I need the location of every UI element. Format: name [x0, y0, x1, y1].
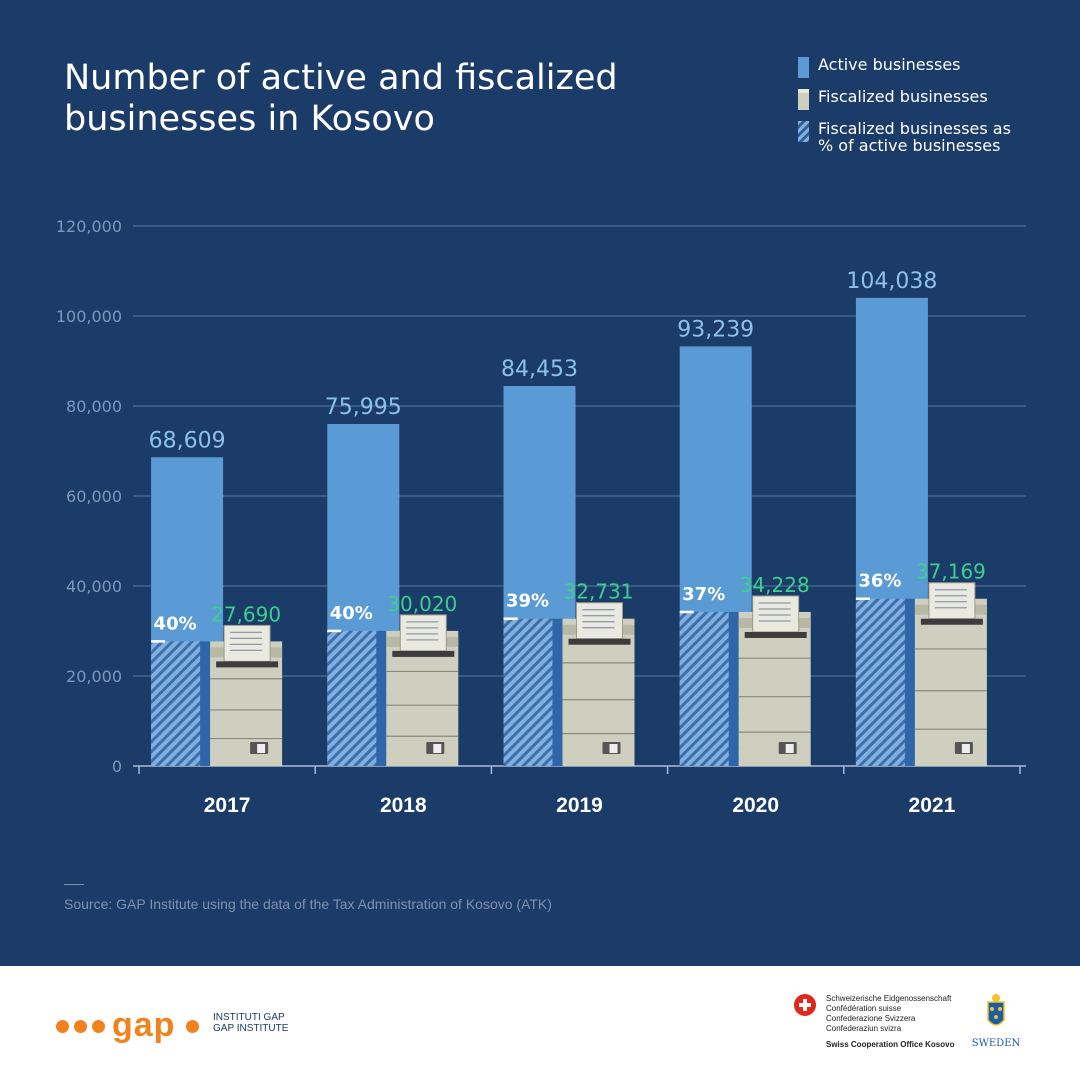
y-tick-label: 0	[112, 757, 122, 776]
active-value-label: 104,038	[846, 269, 937, 294]
printer-slot	[216, 661, 279, 668]
x-category-label: 2020	[732, 794, 779, 817]
receipt-printer-icon	[399, 614, 447, 652]
fiscalized-value-label: 37,169	[916, 560, 986, 584]
logo-dot-icon	[56, 1020, 69, 1033]
percent-label: 37%	[682, 584, 725, 605]
y-tick-label: 120,000	[56, 217, 122, 236]
active-value-label: 75,995	[325, 395, 402, 420]
legend-item-percent: Fiscalized businesses as % of active bus…	[798, 120, 1068, 154]
register-side	[728, 611, 739, 766]
swiss-flag-icon	[794, 994, 816, 1016]
printer-slot	[568, 638, 631, 645]
legend-label: Fiscalized businesses	[818, 87, 988, 106]
gap-sub-line: GAP INSTITUTE	[213, 1023, 289, 1034]
gap-institute-name: INSTITUTI GAP GAP INSTITUTE	[213, 1012, 288, 1034]
printer-slot	[920, 618, 983, 625]
fiscalized-value-label: 30,020	[387, 592, 457, 616]
printer-slot	[392, 650, 455, 657]
percent-label: 39%	[506, 591, 549, 612]
receipt-printer-icon	[576, 602, 623, 640]
logo-dot-icon	[186, 1020, 199, 1033]
footer: gap INSTITUTI GAP GAP INSTITUTE Schweize…	[0, 966, 1080, 1080]
register-handle-card	[785, 744, 794, 753]
fiscalized-value-label: 32,731	[564, 580, 634, 604]
register-side	[552, 618, 563, 766]
sweden-crest-icon	[987, 994, 1005, 1026]
blue-bar-swatch-icon	[798, 57, 809, 78]
receipt-printer-icon	[928, 582, 976, 620]
cash-register-body	[914, 598, 987, 766]
chart-panel: Number of active and fiscalized business…	[0, 0, 1080, 966]
hatched-swatch-icon	[798, 121, 809, 142]
receipt-printer-icon	[223, 624, 271, 662]
x-category-label: 2019	[556, 794, 603, 817]
active-value-label: 68,609	[149, 428, 226, 453]
gap-sub-line: INSTITUTI GAP	[213, 1012, 285, 1023]
register-side	[376, 630, 387, 766]
source-divider	[64, 884, 84, 885]
legend: Active businesses Fiscalized businesses …	[798, 56, 1068, 169]
register-handle-card	[433, 744, 442, 753]
sweden-label: SWEDEN	[971, 1038, 1021, 1049]
fiscalized-value-label: 34,228	[740, 573, 810, 597]
y-tick-label: 100,000	[56, 307, 122, 326]
y-tick-label: 20,000	[66, 667, 122, 686]
active-value-label: 93,239	[677, 317, 754, 342]
register-handle-card	[961, 744, 970, 753]
active-value-label: 84,453	[501, 357, 578, 382]
legend-item-fiscalized: Fiscalized businesses	[798, 87, 1068, 110]
bar-chart: 020,00040,00060,00080,000100,000120,000 …	[56, 217, 1026, 817]
swiss-office-label: Swiss Cooperation Office Kosovo	[826, 1040, 955, 1049]
register-handle-card	[257, 744, 266, 753]
legend-label: Active businesses	[818, 55, 961, 74]
y-tick-label: 60,000	[66, 487, 122, 506]
chart-title: Number of active and fiscalized business…	[64, 58, 618, 139]
logo-dot-icon	[92, 1020, 105, 1033]
register-handle-card	[609, 744, 618, 753]
source-note: Source: GAP Institute using the data of …	[64, 896, 552, 912]
sweden-logo: SWEDEN	[968, 992, 1024, 1052]
gap-logo-word: gap	[112, 1006, 176, 1044]
receipt-printer-icon	[752, 595, 800, 633]
percent-label: 36%	[858, 571, 901, 592]
register-side	[200, 641, 211, 766]
y-tick-label: 80,000	[66, 397, 122, 416]
percent-label: 40%	[154, 613, 197, 634]
logo-dot-icon	[74, 1020, 87, 1033]
x-category-label: 2018	[380, 794, 427, 817]
printer-slot	[744, 631, 807, 638]
fiscalized-value-label: 27,690	[211, 602, 281, 626]
y-tick-label: 40,000	[66, 577, 122, 596]
legend-label: Fiscalized businesses as % of active bus…	[818, 119, 1011, 155]
percent-label: 40%	[330, 603, 373, 624]
x-category-label: 2017	[204, 794, 251, 817]
swiss-confederation-text: Schweizerische Eidgenossenschaft Confédé…	[826, 994, 952, 1033]
x-category-label: 2021	[909, 794, 956, 817]
register-side	[904, 598, 915, 766]
cash-register-swatch-icon	[798, 89, 809, 110]
legend-item-active: Active businesses	[798, 55, 1068, 78]
